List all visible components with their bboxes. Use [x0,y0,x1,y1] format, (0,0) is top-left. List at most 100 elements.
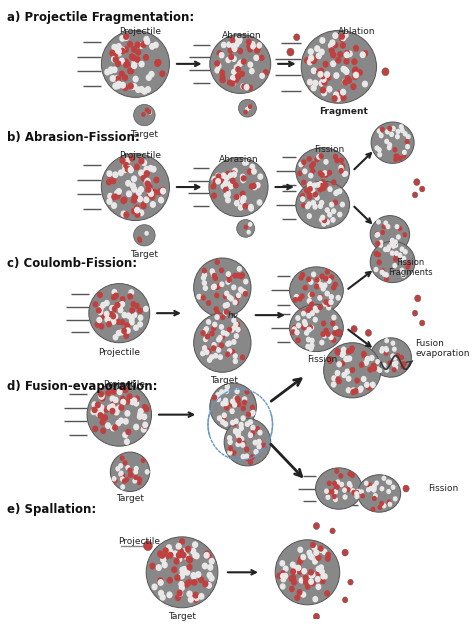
Circle shape [138,158,145,164]
Circle shape [115,319,121,325]
Circle shape [250,410,256,416]
Circle shape [230,399,235,404]
Circle shape [326,301,332,307]
Circle shape [130,54,137,61]
Circle shape [193,552,200,559]
Circle shape [223,294,228,299]
Circle shape [412,192,418,198]
Circle shape [309,324,314,331]
Circle shape [318,564,324,571]
Circle shape [292,565,298,571]
Circle shape [372,496,377,501]
Circle shape [319,80,325,87]
Circle shape [294,329,300,336]
Circle shape [325,489,330,495]
Circle shape [342,79,348,86]
Circle shape [386,501,392,506]
Circle shape [339,158,344,163]
Circle shape [386,224,391,229]
Circle shape [395,353,400,358]
Circle shape [241,289,247,295]
Circle shape [119,399,125,406]
Circle shape [111,44,118,51]
Circle shape [179,584,185,591]
Circle shape [223,187,229,193]
Ellipse shape [290,267,343,314]
Circle shape [112,171,118,178]
Circle shape [179,568,186,575]
Circle shape [340,201,345,208]
Circle shape [318,294,323,300]
Circle shape [362,81,368,88]
Circle shape [320,286,326,292]
Circle shape [332,481,337,486]
Circle shape [178,548,184,555]
Ellipse shape [194,258,251,317]
Circle shape [138,61,145,68]
Circle shape [238,59,244,66]
Text: hν: hν [228,311,238,319]
Circle shape [327,170,332,176]
Text: Abrasion: Abrasion [222,31,262,41]
Circle shape [129,319,135,326]
Circle shape [198,593,204,600]
Circle shape [351,58,357,65]
Circle shape [151,584,158,591]
Circle shape [329,274,334,280]
Circle shape [297,546,303,553]
Ellipse shape [358,475,401,512]
Circle shape [382,503,386,509]
Circle shape [159,70,165,77]
Circle shape [217,415,222,421]
Circle shape [219,52,225,59]
Circle shape [335,376,341,383]
Circle shape [228,296,234,302]
Circle shape [331,284,337,291]
Circle shape [356,69,363,76]
Circle shape [96,317,102,323]
Circle shape [133,424,139,431]
Circle shape [283,572,288,579]
Circle shape [141,426,147,432]
Circle shape [228,439,233,445]
Circle shape [321,186,326,191]
Circle shape [147,110,152,115]
Circle shape [149,193,155,200]
Circle shape [238,286,243,292]
Circle shape [248,204,254,211]
Circle shape [210,183,216,189]
Circle shape [332,32,338,39]
Circle shape [106,321,112,328]
Circle shape [215,259,220,265]
Circle shape [318,187,323,192]
Circle shape [236,327,241,333]
Circle shape [234,194,239,200]
Circle shape [290,568,296,575]
Circle shape [301,591,306,598]
Circle shape [346,356,352,362]
Circle shape [308,306,313,312]
Circle shape [180,552,187,559]
Circle shape [337,211,343,217]
Circle shape [322,61,329,68]
Circle shape [355,494,359,499]
Circle shape [98,404,104,411]
Circle shape [313,54,320,61]
Circle shape [172,550,178,557]
Circle shape [401,153,407,159]
Circle shape [124,477,129,482]
Circle shape [249,454,255,460]
Circle shape [342,488,347,493]
Circle shape [234,36,239,43]
Circle shape [328,357,333,364]
Circle shape [185,546,191,552]
Circle shape [308,569,314,576]
Circle shape [138,413,144,420]
Circle shape [227,340,232,346]
Circle shape [211,176,217,182]
Circle shape [162,561,168,568]
Circle shape [342,549,348,556]
Circle shape [342,171,347,177]
Text: Target: Target [116,494,144,504]
Circle shape [380,346,385,351]
